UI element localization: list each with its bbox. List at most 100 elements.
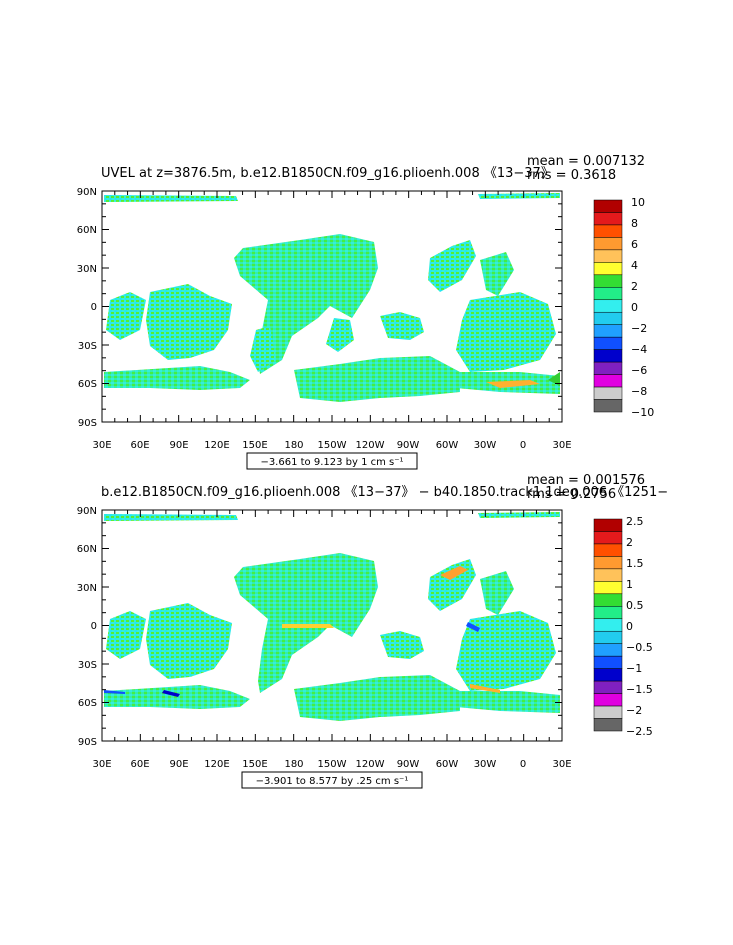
colorbar-swatch [593,399,623,413]
colorbar-swatch [593,249,623,263]
lon-label: 30E [552,440,571,451]
panel-2: b.e12.B1850CN.f09_g16.plioenh.008 《13−37… [77,473,668,789]
lon-label: 0 [520,759,526,770]
colorbar-swatch [593,630,623,644]
panel-2-mean: mean = 0.001576 [527,473,645,488]
colorbar-swatch [593,655,623,669]
colorbar-swatch [593,543,623,557]
panel-2-rms: rms = 0.2756 [527,487,616,502]
colorbar-swatch [593,618,623,632]
lon-label: 60E [130,759,149,770]
colorbar-swatch [593,568,623,582]
colorbar-label: 6 [631,238,638,251]
colorbar-swatch [593,274,623,288]
colorbar-label: 0 [626,620,633,633]
colorbar-swatch [593,287,623,301]
colorbar-label: 1.5 [626,557,644,570]
colorbar-label: −4 [631,343,647,356]
lon-label: 150W [318,759,347,770]
colorbar-label: −6 [631,364,647,377]
colorbar-swatch [593,361,623,375]
panel-1-ocean-field [104,193,560,402]
lon-label: 180 [284,440,303,451]
panel-1-map [101,190,563,423]
lat-label: 90N [77,187,97,198]
panel-2-ocean-field [104,512,560,721]
lon-label: 30E [92,440,111,451]
colorbar-swatch [593,680,623,694]
lat-label: 30N [77,264,97,275]
colorbar-swatch [593,593,623,607]
colorbar-label: 1 [626,578,633,591]
colorbar-label: 0.5 [626,599,644,612]
lon-label: 90E [169,759,188,770]
colorbar-swatch [593,668,623,682]
colorbar-swatch [593,349,623,363]
lon-label: 90E [169,440,188,451]
lon-label: 90W [397,759,420,770]
panel-1-rms: rms = 0.3618 [527,168,616,183]
panel-1-mean: mean = 0.007132 [527,154,645,169]
lon-label: 60W [436,440,459,451]
panel-2-colorbar [593,518,623,732]
lon-label: 180 [284,759,303,770]
colorbar-swatch [593,518,623,532]
colorbar-swatch [593,324,623,338]
panel-1-range-label: −3.661 to 9.123 by 1 cm s⁻¹ [260,457,403,468]
lon-label: 120W [356,759,385,770]
lat-label: 90S [78,737,97,748]
lat-label: 0 [91,302,97,313]
colorbar-swatch [593,581,623,595]
panel-2-title: b.e12.B1850CN.f09_g16.plioenh.008 《13−37… [101,485,668,500]
lat-label: 90S [78,418,97,429]
panel-1-lon-labels: 30E 60E 90E 120E 150E 180 150W 120W 90W … [92,440,571,451]
lon-label: 30E [552,759,571,770]
lon-label: 60E [130,440,149,451]
colorbar-label: −10 [631,406,654,419]
panel-2-range-box [241,771,423,789]
lon-label: 120W [356,440,385,451]
lon-label: 0 [520,440,526,451]
lat-label: 60N [77,544,97,555]
lat-label: 30S [78,341,97,352]
colorbar-swatch [593,718,623,732]
lon-label: 150E [242,440,267,451]
colorbar-swatch [593,693,623,707]
panel-1-title: UVEL at z=3876.5m, b.e12.B1850CN.f09_g16… [101,166,554,181]
lon-label: 120E [204,759,229,770]
colorbar-swatch [593,386,623,400]
lat-label: 90N [77,506,97,517]
colorbar-label: 2 [631,280,638,293]
colorbar-label: 2 [626,536,633,549]
colorbar-label: 10 [631,196,645,209]
colorbar-label: −2.5 [626,725,653,738]
panel-1: UVEL at z=3876.5m, b.e12.B1850CN.f09_g16… [77,154,654,470]
colorbar-swatch [593,237,623,251]
lon-label: 30W [474,759,497,770]
panel-2-ticks [101,509,563,742]
panel-1-colorbar-labels: 10 8 6 4 2 0 −2 −4 −6 −8 −10 [631,196,654,419]
colorbar-label: −8 [631,385,647,398]
colorbar-label: −0.5 [626,641,653,654]
colorbar-label: 8 [631,217,638,230]
panel-1-ticks [101,190,563,423]
colorbar-swatch [593,262,623,276]
colorbar-swatch [593,212,623,226]
lon-label: 60W [436,759,459,770]
lon-label: 150E [242,759,267,770]
panel-2-map [101,509,563,742]
colorbar-label: 4 [631,259,638,272]
colorbar-swatch [593,311,623,325]
colorbar-label: −2 [626,704,642,717]
lat-label: 0 [91,621,97,632]
lon-label: 30E [92,759,111,770]
lat-label: 30S [78,660,97,671]
lat-label: 60S [78,698,97,709]
lat-label: 60N [77,225,97,236]
panel-1-colorbar [593,199,623,413]
colorbar-label: −1 [626,662,642,675]
lon-label: 30W [474,440,497,451]
colorbar-swatch [593,531,623,545]
colorbar-swatch [593,705,623,719]
